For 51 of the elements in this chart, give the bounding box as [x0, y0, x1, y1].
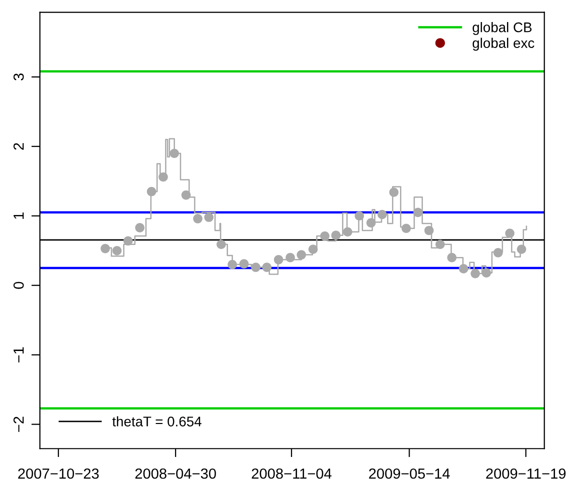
- point: [112, 246, 122, 256]
- point: [413, 208, 423, 218]
- legend-label: thetaT = 0.654: [112, 416, 202, 426]
- y-tick-label: 3: [13, 74, 24, 80]
- point: [308, 244, 318, 254]
- point: [286, 252, 295, 262]
- point: [447, 252, 457, 262]
- point: [204, 212, 214, 222]
- point: [239, 259, 249, 268]
- point: [274, 255, 284, 264]
- point: [435, 240, 445, 250]
- point: [320, 231, 330, 241]
- point: [251, 262, 260, 272]
- point: [342, 227, 352, 237]
- point: [516, 244, 526, 254]
- point: [262, 262, 272, 272]
- point: [505, 228, 514, 238]
- point: [366, 218, 376, 228]
- x-tick-label: 2009−11−19: [486, 468, 566, 479]
- point: [470, 268, 480, 278]
- y-tick-label: −1: [14, 347, 24, 362]
- point: [228, 260, 237, 270]
- point: [482, 268, 492, 278]
- point: [424, 226, 434, 236]
- point: [402, 224, 411, 234]
- y-tick-label: 0: [13, 282, 24, 289]
- y-tick-label: 2: [13, 143, 24, 150]
- point: [216, 240, 226, 250]
- point: [493, 248, 503, 258]
- y-tick-label: 1: [14, 212, 24, 219]
- legend-label: global CB: [472, 22, 532, 35]
- x-tick-label: 2008−11−04: [252, 468, 332, 479]
- point: [296, 250, 306, 260]
- x-tick-label: 2008−04−30: [135, 468, 216, 479]
- point: [158, 172, 168, 182]
- point: [458, 264, 468, 274]
- legend-label: global exc: [472, 38, 534, 51]
- point: [135, 223, 144, 232]
- x-tick-label: 2009−05−14: [369, 468, 450, 479]
- point: [100, 244, 110, 254]
- point: [146, 186, 156, 196]
- point: [170, 148, 179, 158]
- point: [181, 190, 191, 200]
- point: [378, 210, 387, 220]
- y-tick-label: −2: [13, 416, 24, 432]
- point: [193, 214, 202, 224]
- point: [354, 211, 364, 221]
- point: [331, 230, 341, 240]
- point: [123, 236, 133, 246]
- point: [389, 188, 399, 197]
- x-tick-label: 2007−10−23: [18, 468, 99, 479]
